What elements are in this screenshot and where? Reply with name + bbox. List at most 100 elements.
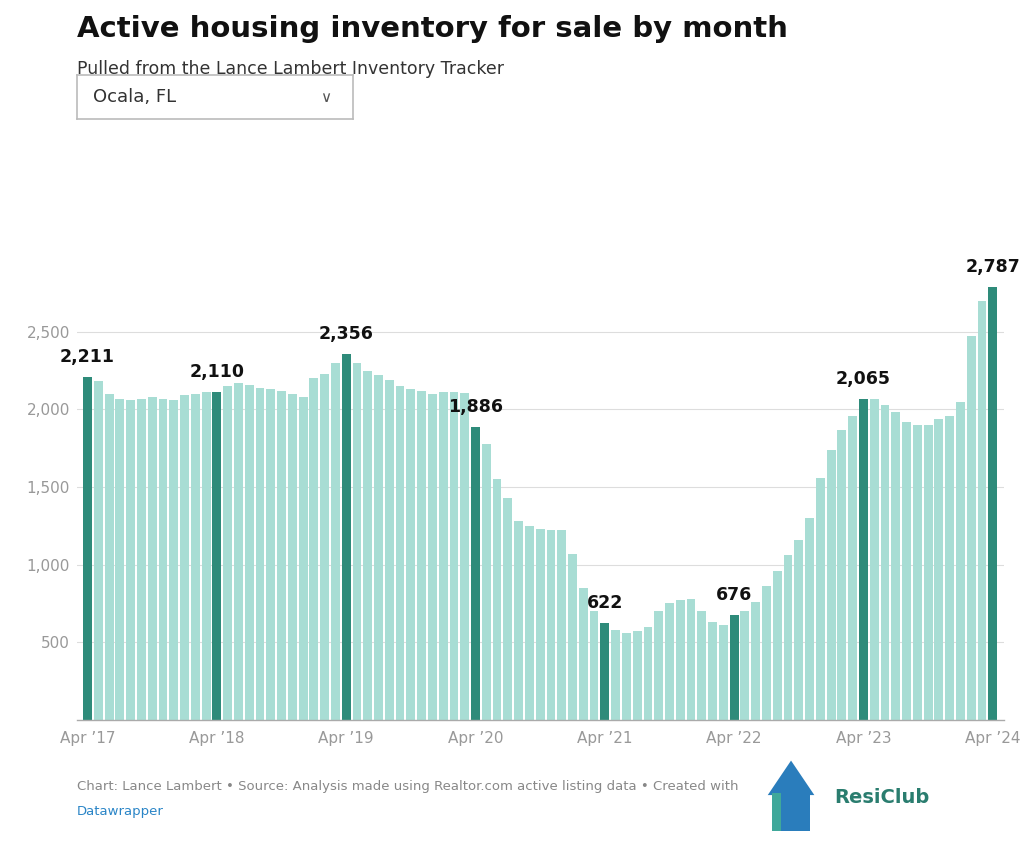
Bar bbox=[654, 611, 664, 720]
Text: 622: 622 bbox=[587, 595, 623, 613]
Bar bbox=[924, 425, 933, 720]
Bar bbox=[773, 571, 781, 720]
Bar bbox=[557, 531, 566, 720]
Bar bbox=[299, 397, 307, 720]
Bar bbox=[245, 385, 254, 720]
Bar bbox=[935, 418, 943, 720]
Text: Datawrapper: Datawrapper bbox=[77, 805, 164, 818]
Text: 676: 676 bbox=[716, 586, 753, 604]
Bar bbox=[988, 287, 997, 720]
Bar bbox=[978, 301, 986, 720]
Bar bbox=[493, 479, 502, 720]
Bar bbox=[126, 400, 135, 720]
Bar bbox=[288, 394, 297, 720]
Bar bbox=[590, 611, 598, 720]
Bar bbox=[461, 393, 469, 720]
Bar bbox=[643, 627, 652, 720]
Bar bbox=[352, 363, 361, 720]
Bar bbox=[568, 554, 577, 720]
Bar bbox=[364, 371, 372, 720]
Bar bbox=[783, 556, 793, 720]
Text: 2,065: 2,065 bbox=[836, 371, 891, 389]
Bar bbox=[891, 412, 900, 720]
Bar bbox=[482, 444, 490, 720]
Bar bbox=[190, 394, 200, 720]
Bar bbox=[385, 380, 393, 720]
Text: 2,211: 2,211 bbox=[60, 348, 115, 366]
Polygon shape bbox=[768, 761, 814, 795]
Bar bbox=[278, 391, 286, 720]
Bar bbox=[504, 498, 512, 720]
Bar bbox=[547, 531, 555, 720]
Text: ∨: ∨ bbox=[321, 89, 331, 105]
Bar bbox=[579, 588, 588, 720]
Bar bbox=[202, 392, 211, 720]
Text: 2,787: 2,787 bbox=[966, 258, 1020, 276]
Bar bbox=[321, 374, 329, 720]
Bar bbox=[147, 397, 157, 720]
Bar bbox=[137, 399, 145, 720]
Bar bbox=[772, 792, 810, 832]
Bar bbox=[611, 630, 620, 720]
Bar bbox=[772, 792, 781, 832]
Text: Chart: Lance Lambert • Source: Analysis made using Realtor.com active listing da: Chart: Lance Lambert • Source: Analysis … bbox=[77, 780, 738, 792]
Bar bbox=[816, 478, 824, 720]
Bar bbox=[762, 586, 771, 720]
Bar bbox=[740, 611, 750, 720]
Bar bbox=[665, 603, 674, 720]
Bar bbox=[116, 399, 124, 720]
Bar bbox=[438, 392, 447, 720]
Bar bbox=[709, 622, 717, 720]
Text: 2,110: 2,110 bbox=[189, 364, 245, 382]
Bar bbox=[331, 363, 340, 720]
Bar bbox=[223, 386, 232, 720]
Bar bbox=[212, 392, 221, 720]
Bar bbox=[395, 386, 404, 720]
Bar bbox=[633, 631, 642, 720]
Text: Active housing inventory for sale by month: Active housing inventory for sale by mon… bbox=[77, 15, 787, 43]
Bar bbox=[309, 378, 318, 720]
Bar bbox=[869, 399, 879, 720]
Bar bbox=[256, 388, 264, 720]
Bar bbox=[956, 401, 965, 720]
Bar bbox=[159, 399, 168, 720]
Bar bbox=[795, 540, 803, 720]
Bar bbox=[752, 602, 760, 720]
Text: 1,886: 1,886 bbox=[449, 398, 503, 417]
Bar bbox=[180, 395, 189, 720]
Bar bbox=[676, 600, 685, 720]
Bar bbox=[687, 599, 695, 720]
Bar bbox=[471, 427, 480, 720]
Bar bbox=[169, 400, 178, 720]
Bar bbox=[838, 429, 846, 720]
Bar bbox=[730, 615, 738, 720]
Text: ResiClub: ResiClub bbox=[835, 788, 930, 807]
Bar bbox=[912, 425, 922, 720]
Bar bbox=[342, 354, 350, 720]
Bar bbox=[450, 392, 459, 720]
Bar bbox=[600, 624, 609, 720]
Bar bbox=[826, 450, 836, 720]
Bar bbox=[536, 529, 545, 720]
Bar bbox=[881, 405, 890, 720]
Bar bbox=[719, 625, 728, 720]
Bar bbox=[407, 389, 416, 720]
Bar bbox=[94, 382, 102, 720]
Bar bbox=[374, 375, 383, 720]
Bar bbox=[945, 416, 954, 720]
Bar bbox=[83, 377, 92, 720]
Bar bbox=[525, 526, 534, 720]
Bar bbox=[266, 389, 275, 720]
Bar bbox=[805, 518, 814, 720]
Text: Pulled from the Lance Lambert Inventory Tracker: Pulled from the Lance Lambert Inventory … bbox=[77, 60, 504, 78]
Text: 2,356: 2,356 bbox=[318, 325, 374, 343]
Bar bbox=[622, 633, 631, 720]
Bar bbox=[967, 337, 976, 720]
Bar bbox=[859, 400, 868, 720]
Bar bbox=[417, 391, 426, 720]
Bar bbox=[697, 611, 707, 720]
Bar bbox=[848, 416, 857, 720]
Bar bbox=[104, 394, 114, 720]
Text: Ocala, FL: Ocala, FL bbox=[93, 88, 176, 106]
Bar bbox=[902, 422, 911, 720]
